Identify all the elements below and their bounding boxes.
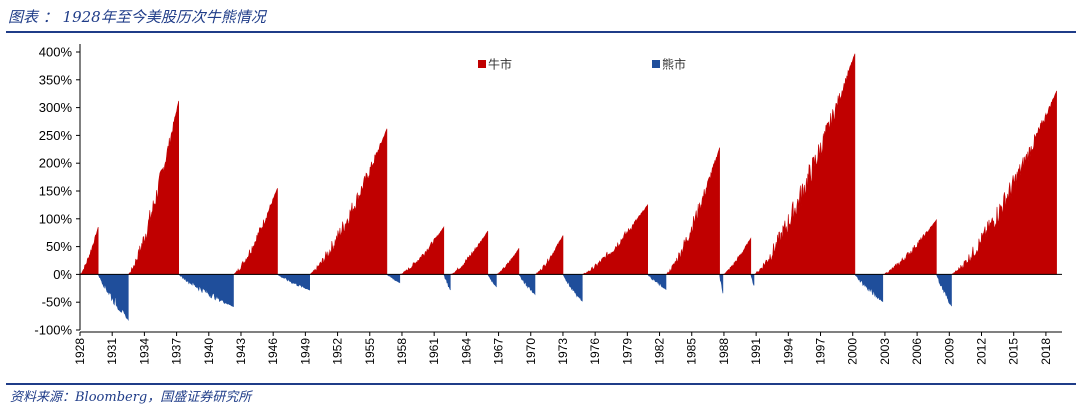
y-tick-label: 150% xyxy=(39,184,73,199)
x-tick-label: 1967 xyxy=(492,338,506,365)
bull-market-area xyxy=(496,248,520,275)
x-tick-label: 2018 xyxy=(1039,338,1053,365)
bear-market-area xyxy=(719,274,724,294)
title-rule xyxy=(6,31,1076,33)
bear-market-area xyxy=(647,274,667,290)
x-tick-label: 1928 xyxy=(73,338,87,365)
legend-label: 牛市 xyxy=(488,57,512,72)
x-tick-label: 1970 xyxy=(524,338,538,365)
bear-market-area xyxy=(854,274,884,303)
bull-market-area xyxy=(450,230,489,275)
x-tick-label: 2015 xyxy=(1007,338,1021,365)
y-tick-label: -50% xyxy=(42,295,73,310)
bear-market-area xyxy=(487,274,497,288)
y-tick-label: 100% xyxy=(39,211,73,226)
bear-market-area xyxy=(750,274,755,286)
y-tick-label: 250% xyxy=(39,128,73,143)
y-tick-label: 400% xyxy=(39,45,73,60)
bull-market-area xyxy=(951,90,1057,275)
y-tick-label: 350% xyxy=(39,72,73,87)
x-tick-label: 1973 xyxy=(556,338,570,365)
x-tick-label: 1931 xyxy=(105,338,119,365)
x-tick-label: 1940 xyxy=(202,338,216,365)
bull-market-area xyxy=(882,218,937,275)
bull-bear-chart: -100% -50% 0% 50% 100% 150% 200% 250% 300% 350% 40… xyxy=(34,44,1062,365)
source-rule xyxy=(6,383,1076,385)
x-tick-label: 1994 xyxy=(781,338,795,365)
legend-swatch xyxy=(478,60,486,68)
x-tick-label: 1955 xyxy=(363,338,377,365)
bear-market-area xyxy=(276,274,310,291)
x-tick-label: 2012 xyxy=(975,338,989,365)
x-tick-label: 1949 xyxy=(298,338,312,365)
x-tick-label: 1997 xyxy=(814,338,828,365)
figure-title: 图表 ： 1928年至今美股历次牛熊情况 xyxy=(8,8,266,26)
x-tick-label: 1991 xyxy=(749,338,763,365)
bear-market-area xyxy=(443,274,451,291)
series-layer xyxy=(79,53,1057,322)
bear-market-area xyxy=(518,274,536,296)
bull-market-area xyxy=(722,237,752,275)
x-tick-label: 1937 xyxy=(170,338,184,365)
x-tick-label: 1964 xyxy=(459,338,473,365)
x-tick-label: 1934 xyxy=(137,338,151,365)
x-tick-label: 1961 xyxy=(427,338,441,365)
legend: 牛市 熊市 xyxy=(478,57,686,72)
x-tick-label: 1943 xyxy=(234,338,248,365)
x-tick-label: 1979 xyxy=(620,338,634,365)
x-tick-label: 1958 xyxy=(395,338,409,365)
legend-swatch xyxy=(652,60,660,68)
y-tick-label: -100% xyxy=(34,323,72,338)
bull-market-area xyxy=(79,227,99,275)
bear-market-area xyxy=(562,274,583,302)
x-tick-label: 1982 xyxy=(653,338,667,365)
x-tick-label: 1946 xyxy=(266,338,280,365)
x-tick-label: 2003 xyxy=(878,338,892,365)
bear-market-area xyxy=(177,274,234,307)
legend-label: 熊市 xyxy=(662,57,686,72)
x-tick-label: 1985 xyxy=(685,338,699,365)
bull-market-area xyxy=(534,235,564,275)
x-tick-label: 2006 xyxy=(910,338,924,365)
bear-market-area xyxy=(935,274,952,307)
bull-market-area xyxy=(233,188,278,275)
bull-market-area xyxy=(582,203,648,275)
bull-market-area xyxy=(665,147,720,275)
x-tick-label: 2009 xyxy=(942,338,956,365)
y-tick-marks xyxy=(76,51,80,331)
bear-market-area xyxy=(97,274,129,322)
x-tick-label: 2000 xyxy=(846,338,860,365)
y-tick-label: 50% xyxy=(46,239,72,254)
bull-market-area xyxy=(754,53,856,275)
y-tick-label: 200% xyxy=(39,156,73,171)
y-tick-label: 0% xyxy=(53,267,72,282)
x-tick-label: 1952 xyxy=(331,338,345,365)
bear-market-area xyxy=(386,274,401,284)
axes: -100% -50% 0% 50% 100% 150% 200% 250% 300% 350% 40… xyxy=(34,44,1062,365)
x-tick-label: 1976 xyxy=(588,338,602,365)
bull-market-area xyxy=(399,226,445,275)
x-tick-label: 1988 xyxy=(717,338,731,365)
bull-market-area xyxy=(127,100,179,275)
y-tick-label: 300% xyxy=(39,100,73,115)
bull-market-area xyxy=(309,128,388,275)
source-note: 资料来源：Bloomberg，国盛证券研究所 xyxy=(10,390,252,405)
